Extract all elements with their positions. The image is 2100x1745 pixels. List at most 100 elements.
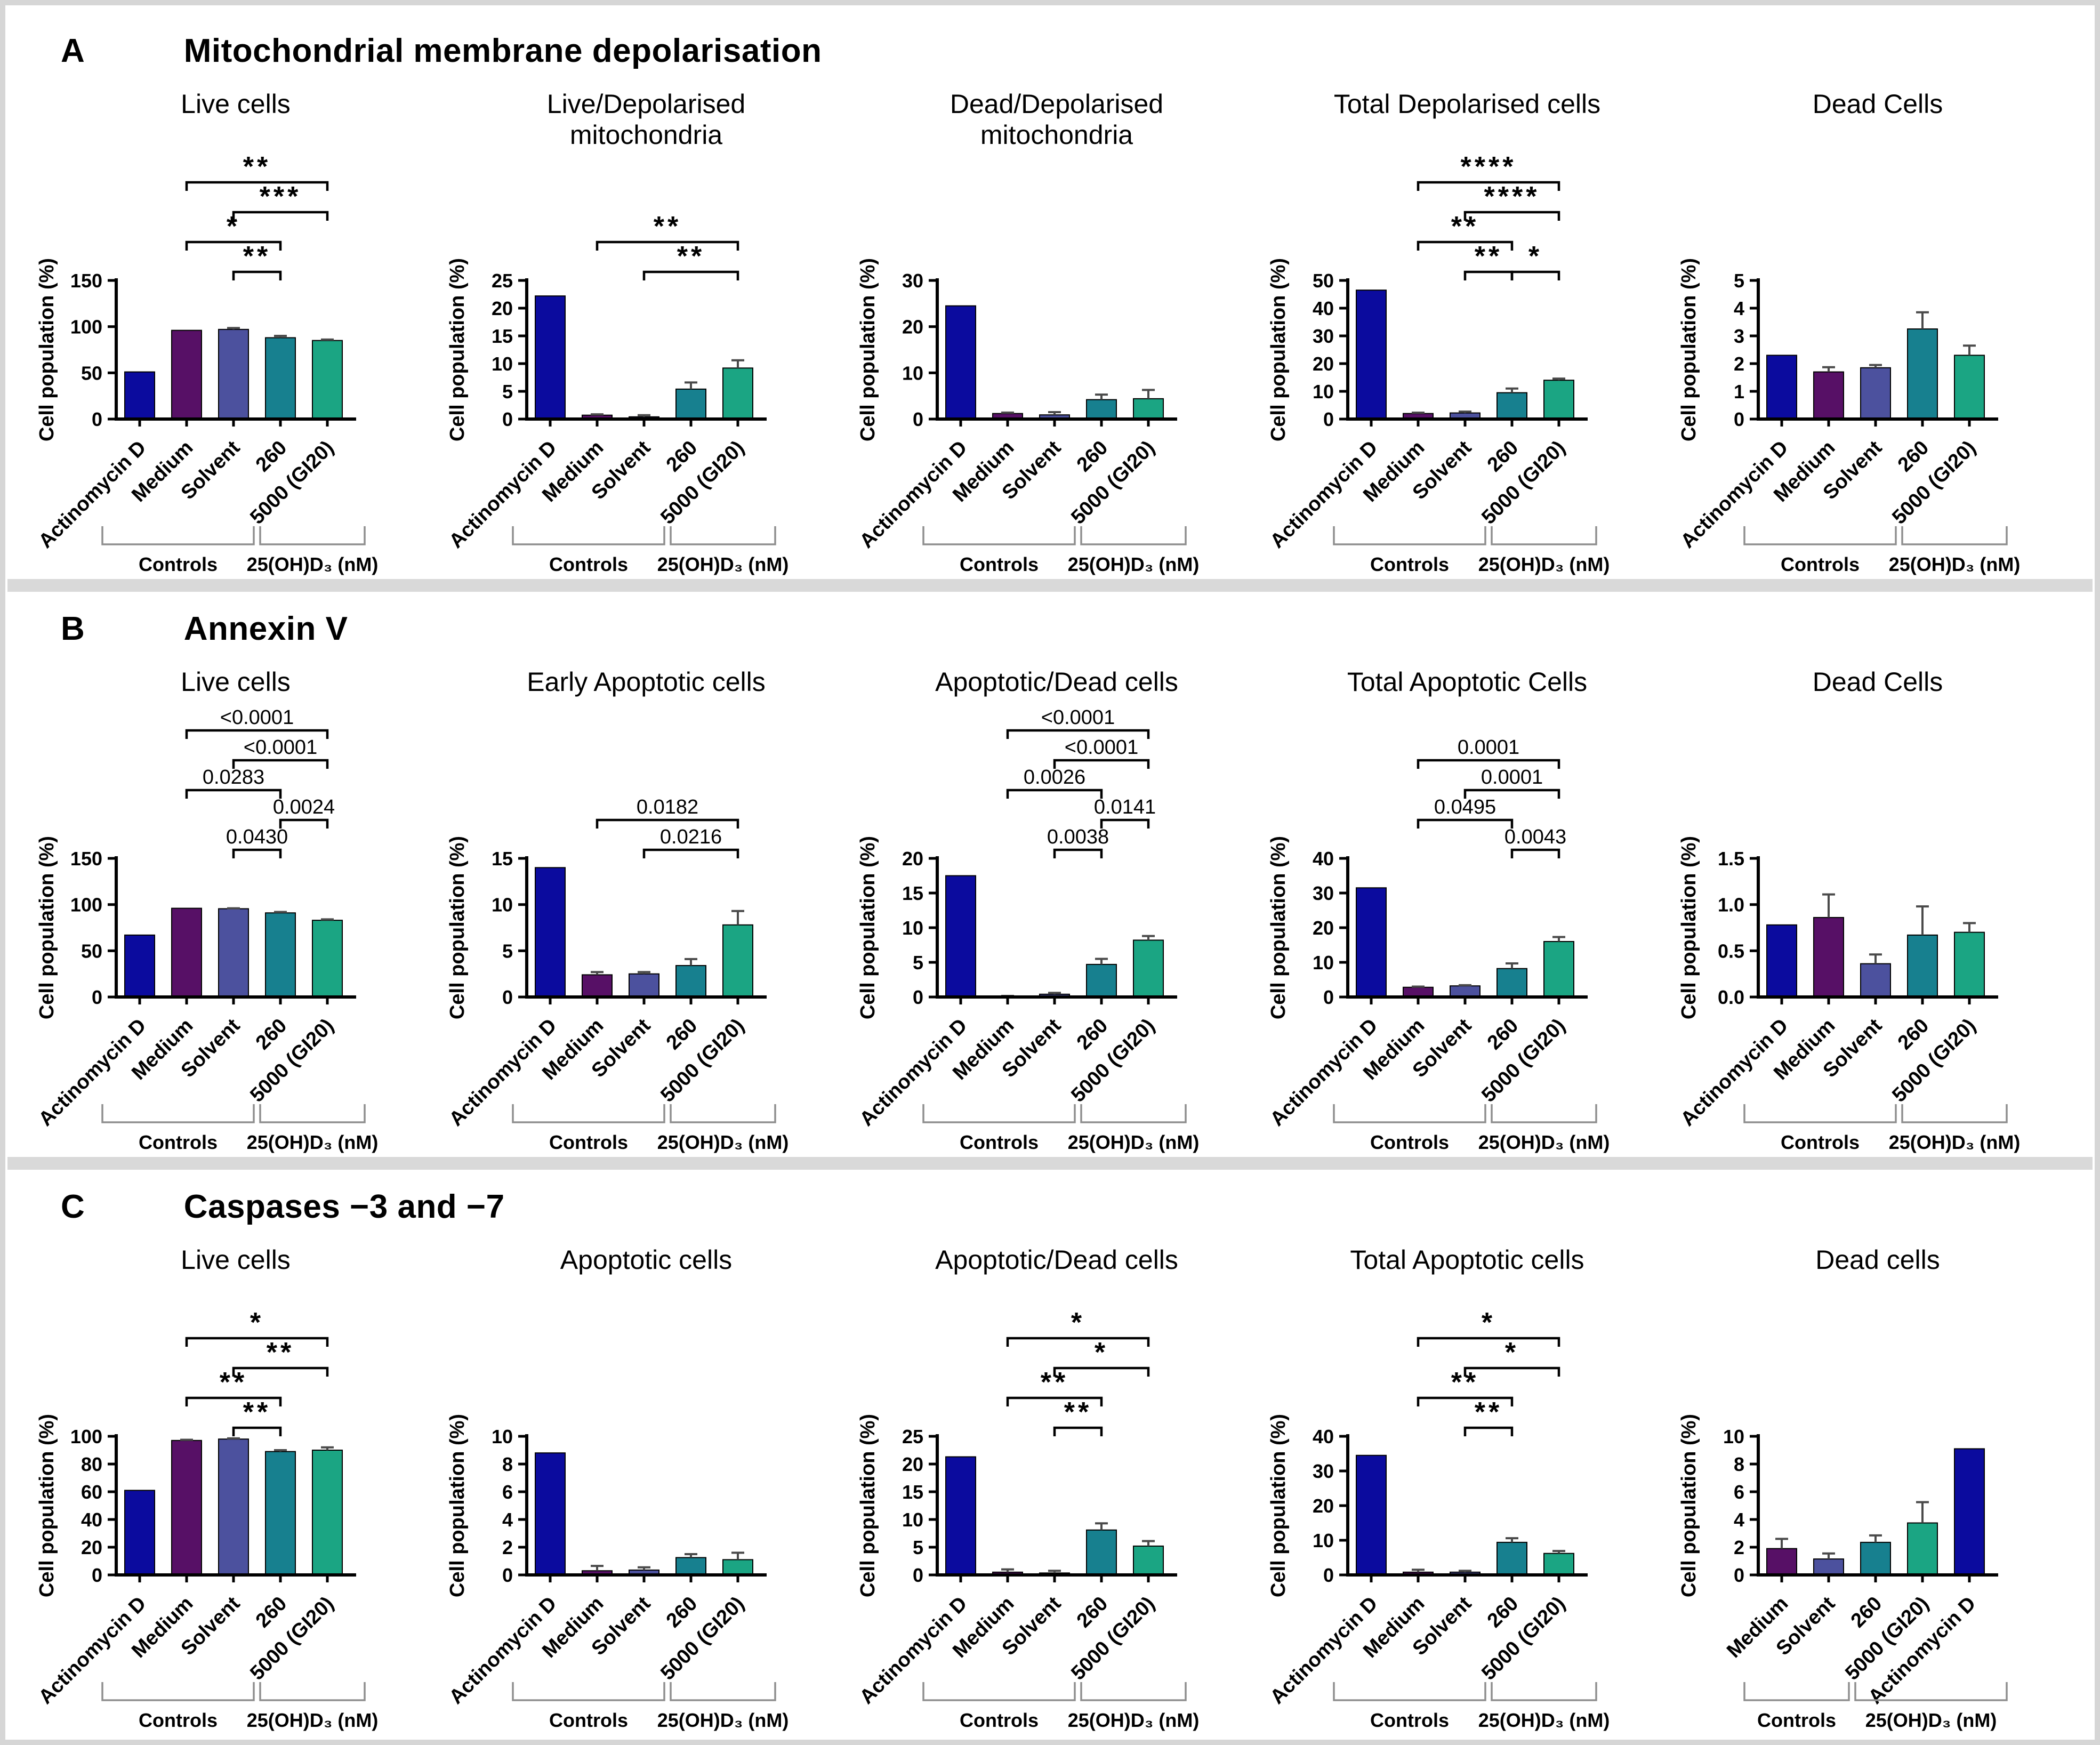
group-bracket bbox=[1080, 526, 1187, 545]
panel-letter-C: C bbox=[61, 1188, 85, 1225]
x-tick-label: 260 bbox=[252, 1593, 292, 1633]
chart-svg: Dead Cells 0.0 0.5 1.0 1.5 Cell population (%… bbox=[1677, 667, 2021, 1153]
chart-title-line: Apoptotic/Dead cells bbox=[935, 667, 1178, 697]
x-tick-label: 260 bbox=[1894, 1015, 1934, 1055]
panel-A-charts: Live cells ** * *** ** 0 50 100 150 Cell populati… bbox=[5, 89, 2095, 579]
significance-bracket bbox=[1417, 240, 1514, 251]
group-label: Controls bbox=[960, 1709, 1039, 1731]
y-tick-label: 10 bbox=[902, 1509, 923, 1531]
x-tick-label: 5000 (GI20) bbox=[246, 1593, 338, 1685]
y-axis-label: Cell population (%) bbox=[857, 836, 879, 1019]
chart-svg: Apoptotic/Dead cells******0510152025Cell… bbox=[856, 1245, 1200, 1731]
group-bracket bbox=[1901, 1104, 2008, 1123]
bar-Actinomycin D bbox=[124, 371, 155, 420]
significance-label: ** bbox=[243, 1397, 271, 1428]
y-tick-label: 6 bbox=[1734, 1481, 1744, 1503]
chart-title-line: Dead Cells bbox=[1813, 89, 1943, 119]
significance-label: ** bbox=[1451, 211, 1479, 242]
significance-label: 0.0038 bbox=[1047, 826, 1109, 848]
significance-bracket bbox=[185, 789, 282, 799]
group-label: 25(OH)D₃ (nM) bbox=[657, 1131, 789, 1153]
significance-label: <0.0001 bbox=[1065, 736, 1138, 759]
x-tick-label: 5000 (GI20) bbox=[1477, 1015, 1570, 1107]
significance-label: ** bbox=[243, 241, 271, 272]
x-tick-label: 5000 (GI20) bbox=[1067, 437, 1159, 529]
significance-bracket bbox=[185, 1337, 329, 1347]
group-bracket bbox=[1080, 1104, 1187, 1123]
y-tick-label: 3 bbox=[1734, 325, 1744, 347]
significance-bracket bbox=[232, 759, 329, 769]
significance-label: * bbox=[1071, 1307, 1085, 1338]
group-bracket bbox=[1743, 1104, 1897, 1123]
bar-260 bbox=[675, 965, 706, 998]
chart-B-5: Dead Cells 0.0 0.5 1.0 1.5 Cell population (%… bbox=[1657, 666, 2067, 1157]
y-tick-label: 0.0 bbox=[1718, 986, 1744, 1008]
group-label: 25(OH)D₃ (nM) bbox=[1889, 1131, 2021, 1153]
bar-Actinomycin D bbox=[945, 1456, 976, 1576]
y-axis-label: Cell population (%) bbox=[1267, 1414, 1290, 1597]
significance-label: 0.0216 bbox=[660, 826, 722, 848]
group-label: Controls bbox=[549, 1709, 628, 1731]
significance-bracket bbox=[232, 848, 282, 858]
significance-bracket bbox=[1463, 1366, 1560, 1377]
group-label: Controls bbox=[1370, 1709, 1449, 1731]
bar-Actinomycin D bbox=[1766, 355, 1797, 420]
bar-Solvent bbox=[1450, 985, 1481, 998]
bar-260 bbox=[265, 1451, 296, 1575]
group-bracket bbox=[670, 1104, 776, 1123]
bar-Medium bbox=[171, 907, 202, 998]
chart-title-line: Apoptotic/Dead cells bbox=[935, 1245, 1178, 1275]
y-tick-label: 20 bbox=[902, 848, 923, 870]
group-bracket bbox=[512, 1682, 665, 1701]
bar-Medium bbox=[171, 329, 202, 420]
bar-Actinomycin D bbox=[1954, 1448, 1985, 1575]
chart-A-4: Total Depolarised cells ** * ** **** **** 0 10 2… bbox=[1246, 89, 1657, 579]
bar-Actinomycin D bbox=[1766, 924, 1797, 998]
y-tick-label: 40 bbox=[81, 1509, 102, 1531]
bar-5000 (GI20) bbox=[722, 924, 753, 998]
panel-separator bbox=[7, 1157, 2093, 1170]
significance-label: ** bbox=[243, 151, 271, 182]
bar-5000 (GI20) bbox=[1954, 355, 1985, 420]
bar-Solvent bbox=[1813, 1558, 1844, 1575]
panel-A: A Mitochondrial membrane depolarisation … bbox=[5, 14, 2095, 579]
significance-label: * bbox=[1482, 1307, 1495, 1338]
group-label: Controls bbox=[549, 553, 628, 575]
y-tick-label: 0 bbox=[1323, 408, 1334, 430]
y-tick-label: 150 bbox=[70, 270, 102, 292]
y-tick-label: 50 bbox=[81, 362, 102, 384]
chart-B-2: Early Apoptotic cells 0.0216 0.0182 0 5 10 15 C… bbox=[425, 666, 836, 1157]
chart-title-line: Total Apoptotic Cells bbox=[1347, 667, 1587, 697]
chart-svg: Early Apoptotic cells 0.0216 0.0182 0 5 10 15 C… bbox=[445, 667, 789, 1153]
chart-title-line: Live/Depolarised bbox=[547, 89, 745, 119]
y-tick-label: 15 bbox=[902, 882, 923, 904]
x-tick-label: 5000 (GI20) bbox=[1888, 1015, 1980, 1107]
y-tick-label: 5 bbox=[913, 952, 923, 974]
chart-C-5: Dead cells 0 2 4 6 8 10 Cell population (%) Medi… bbox=[1657, 1244, 2067, 1735]
y-tick-label: 10 bbox=[492, 353, 513, 375]
group-bracket bbox=[1901, 526, 2008, 545]
y-tick-label: 30 bbox=[1313, 882, 1334, 904]
y-tick-label: 4 bbox=[1734, 1509, 1744, 1531]
x-tick-label: 5000 (GI20) bbox=[1067, 1015, 1159, 1107]
chart-title-line: mitochondria bbox=[570, 120, 722, 150]
bar-Solvent bbox=[1860, 367, 1891, 420]
significance-label: ** bbox=[1064, 1397, 1092, 1428]
group-bracket bbox=[1743, 1682, 1850, 1701]
x-tick-label: 260 bbox=[1483, 437, 1523, 477]
group-bracket bbox=[1333, 1682, 1486, 1701]
bar-Actinomycin D bbox=[535, 1452, 566, 1576]
y-tick-label: 0 bbox=[1734, 408, 1744, 430]
y-tick-label: 80 bbox=[81, 1453, 102, 1475]
chart-title-line: Apoptotic cells bbox=[560, 1245, 732, 1275]
bar-260 bbox=[265, 337, 296, 420]
significance-bracket bbox=[1006, 1337, 1150, 1347]
y-tick-label: 30 bbox=[1313, 1460, 1334, 1482]
bar-Solvent bbox=[1860, 963, 1891, 998]
bar-Medium bbox=[1766, 1548, 1797, 1575]
y-tick-label: 15 bbox=[902, 1481, 923, 1503]
